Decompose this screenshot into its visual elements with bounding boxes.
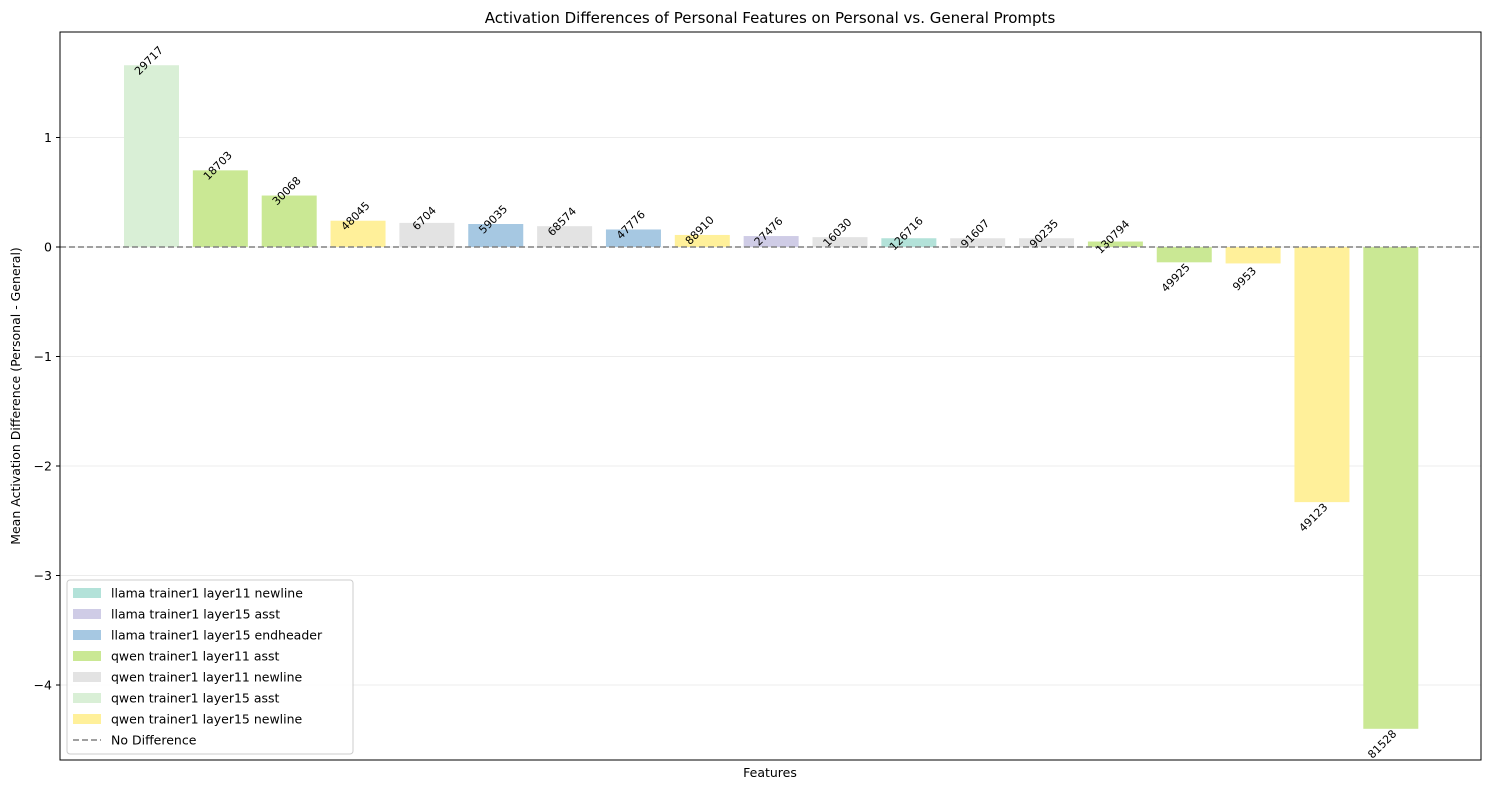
- chart-title: Activation Differences of Personal Featu…: [485, 9, 1056, 27]
- legend-swatch: [73, 672, 101, 682]
- bar: [605, 229, 661, 247]
- legend-entry: llama trainer1 layer15 asst: [111, 607, 280, 622]
- bar-value-label: 49925: [1159, 261, 1193, 295]
- bars: [124, 65, 1419, 729]
- legend-entry: No Difference: [111, 733, 197, 748]
- bar: [1294, 247, 1350, 503]
- legend-entry: qwen trainer1 layer11 newline: [111, 670, 303, 685]
- legend-swatch: [73, 693, 101, 703]
- y-tick-label: −1: [34, 349, 52, 364]
- y-tick-label: −4: [34, 678, 52, 693]
- bar: [1019, 238, 1075, 247]
- legend-entry: llama trainer1 layer11 newline: [111, 586, 303, 601]
- y-tick-label: 1: [44, 130, 52, 145]
- y-axis-label: Mean Activation Difference (Personal - G…: [8, 247, 23, 545]
- legend-entry: llama trainer1 layer15 endheader: [111, 628, 323, 643]
- legend-frame: [66, 579, 354, 755]
- legend-entry: qwen trainer1 layer15 newline: [111, 712, 303, 727]
- bar: [743, 236, 799, 247]
- y-tick-label: −3: [34, 568, 52, 583]
- legend-swatch: [73, 609, 101, 619]
- bar: [1156, 247, 1212, 263]
- y-tick-label: 0: [44, 240, 52, 255]
- bar: [330, 220, 386, 247]
- legend-swatch: [73, 714, 101, 724]
- plot-frame: [59, 31, 1482, 761]
- bar: [537, 226, 593, 247]
- bar: [950, 238, 1006, 247]
- bar: [812, 237, 868, 247]
- legend: llama trainer1 layer11 newline llama trai…: [66, 579, 354, 755]
- legend-swatch: [73, 651, 101, 661]
- bar: [261, 195, 317, 247]
- bar: [399, 222, 455, 247]
- bar: [1363, 247, 1419, 729]
- bar-value-label: 9953: [1230, 264, 1259, 293]
- legend-entry: qwen trainer1 layer11 asst: [111, 649, 280, 664]
- y-axis-ticks: 1 0 −1 −2 −3 −4: [34, 130, 60, 693]
- bar-value-label: 81528: [1365, 727, 1399, 761]
- y-tick-label: −2: [34, 459, 52, 474]
- legend-swatch: [73, 588, 101, 598]
- bar: [192, 170, 248, 247]
- bar: [1225, 247, 1281, 264]
- bar-value-label: 49123: [1297, 501, 1331, 535]
- bar: [1087, 241, 1143, 247]
- bar: [468, 224, 524, 247]
- legend-entry: qwen trainer1 layer15 asst: [111, 691, 280, 706]
- bar: [674, 234, 730, 247]
- bar: [124, 65, 179, 247]
- x-axis-label: Features: [743, 765, 797, 780]
- legend-swatch: [73, 630, 101, 640]
- bar-value-label: 130794: [1093, 218, 1132, 257]
- bar: [881, 238, 937, 247]
